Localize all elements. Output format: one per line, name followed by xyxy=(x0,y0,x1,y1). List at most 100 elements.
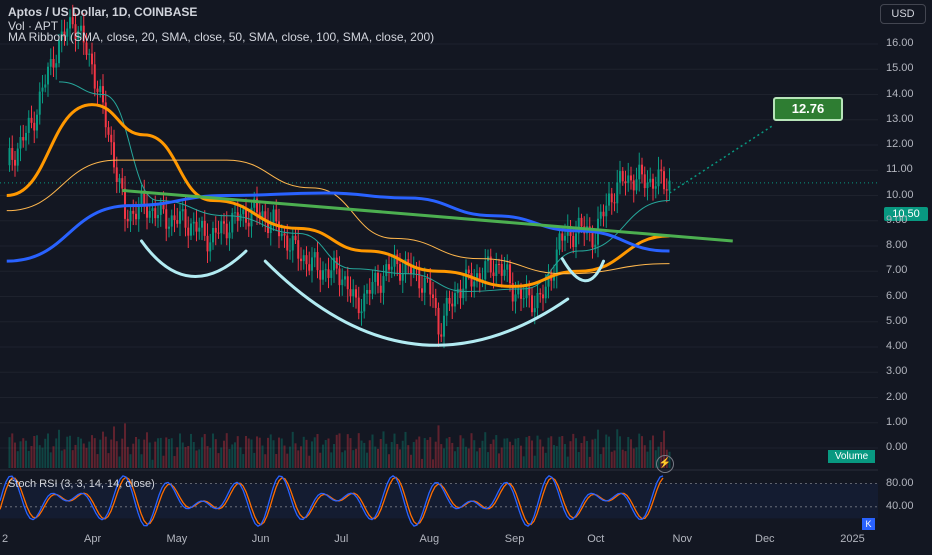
volume-bar xyxy=(267,437,269,468)
volume-bar xyxy=(148,442,151,468)
volume-bar xyxy=(55,438,58,468)
candle-body xyxy=(627,175,630,184)
volume-bar xyxy=(344,450,346,468)
currency-button[interactable]: USD xyxy=(880,4,926,24)
volume-bar xyxy=(421,458,423,468)
volume-bar xyxy=(553,445,555,468)
volume-bar xyxy=(253,452,256,468)
candle-body xyxy=(264,211,267,221)
volume-bar xyxy=(113,426,115,468)
volume-bar xyxy=(308,455,311,468)
volume-bar xyxy=(371,434,374,468)
stoch-rsi-legend[interactable]: Stoch RSI (3, 3, 14, 14, close) xyxy=(8,478,155,490)
volume-bar xyxy=(91,435,93,468)
candle-body xyxy=(544,286,547,299)
volume-bar xyxy=(583,436,586,468)
candle-body xyxy=(654,186,657,189)
right-handle-arc xyxy=(560,257,605,283)
chart-symbol-title[interactable]: Aptos / US Dollar, 1D, COINBASE xyxy=(8,5,198,19)
volume-bar xyxy=(388,454,390,468)
price-tick-label: 13.00 xyxy=(886,112,914,125)
volume-bar xyxy=(85,447,88,468)
volume-bar xyxy=(500,447,503,468)
candle-body xyxy=(126,218,129,222)
candle-body xyxy=(140,191,143,205)
candle-body xyxy=(283,233,286,236)
volume-bar xyxy=(426,439,429,468)
candle-body xyxy=(333,257,335,271)
volume-bar xyxy=(621,449,624,468)
volume-bar xyxy=(124,423,126,468)
volume-bar xyxy=(187,445,190,468)
time-tick-label: 2 xyxy=(2,533,9,545)
candle-body xyxy=(341,279,344,286)
volume-bar xyxy=(616,429,619,468)
volume-bar xyxy=(363,442,366,468)
volume-bar xyxy=(632,448,635,468)
candle-body xyxy=(451,303,454,307)
volume-bar xyxy=(597,429,599,468)
candle-body xyxy=(619,171,621,183)
volume-bar xyxy=(638,433,641,468)
volume-legend[interactable]: Vol · APT xyxy=(8,19,59,33)
candle-body xyxy=(154,208,157,219)
candle-body xyxy=(33,122,36,131)
lightning-icon[interactable]: ⚡ xyxy=(656,455,674,473)
volume-bar xyxy=(630,439,632,468)
volume-bar xyxy=(33,435,36,468)
candle-body xyxy=(385,264,388,277)
candle-body xyxy=(159,201,162,215)
volume-bar xyxy=(30,445,33,468)
drawings xyxy=(122,124,775,347)
volume-bar xyxy=(379,439,382,468)
volume-bar xyxy=(456,446,459,468)
sma50-line xyxy=(6,103,670,288)
volume-bar xyxy=(415,439,418,468)
volume-bar xyxy=(352,450,355,468)
volume-bar xyxy=(481,440,484,468)
candle-body xyxy=(663,171,665,190)
volume-bar xyxy=(407,445,410,468)
volume-bar xyxy=(531,440,533,468)
volume-bar xyxy=(357,433,360,468)
volume-bar xyxy=(459,435,462,468)
candle-body xyxy=(305,255,308,265)
current-price-label: 10.50 xyxy=(884,207,928,221)
candle-body xyxy=(418,269,421,289)
volume-bar xyxy=(135,436,137,468)
volume-bar xyxy=(146,432,148,468)
volume-bar xyxy=(162,455,165,468)
candle-body xyxy=(88,53,91,55)
volume-bar xyxy=(451,442,454,468)
left-handle-arc xyxy=(140,239,248,278)
price-tick-label: 15.00 xyxy=(886,62,914,75)
candle-body xyxy=(253,198,256,208)
volume-bar xyxy=(214,439,217,468)
volume-bar xyxy=(41,447,44,468)
volume-bar xyxy=(465,446,467,468)
candle-body xyxy=(25,132,27,141)
candle-body xyxy=(58,40,60,64)
candle-body xyxy=(36,114,38,131)
candle-body xyxy=(146,203,148,218)
candle-body xyxy=(113,142,115,168)
volume-bar xyxy=(547,437,550,468)
candle-body xyxy=(14,159,16,166)
target-price-label[interactable]: 12.76 xyxy=(773,97,843,121)
ma-ribbon-legend[interactable]: MA Ribbon (SMA, close, 20, SMA, close, 5… xyxy=(8,30,435,44)
candle-body xyxy=(613,202,616,204)
volume-bar xyxy=(330,452,333,468)
volume-bar xyxy=(52,446,55,468)
candle-body xyxy=(575,233,577,248)
candle-body xyxy=(212,227,214,243)
candle-body xyxy=(223,221,225,224)
volume-bar xyxy=(599,454,602,468)
price-tick-label: 0.00 xyxy=(886,441,908,453)
candle-body xyxy=(38,91,41,115)
volume-bar xyxy=(305,439,308,468)
candle-body xyxy=(657,169,660,187)
volume-bar xyxy=(60,450,63,468)
volume-bar xyxy=(366,452,368,468)
